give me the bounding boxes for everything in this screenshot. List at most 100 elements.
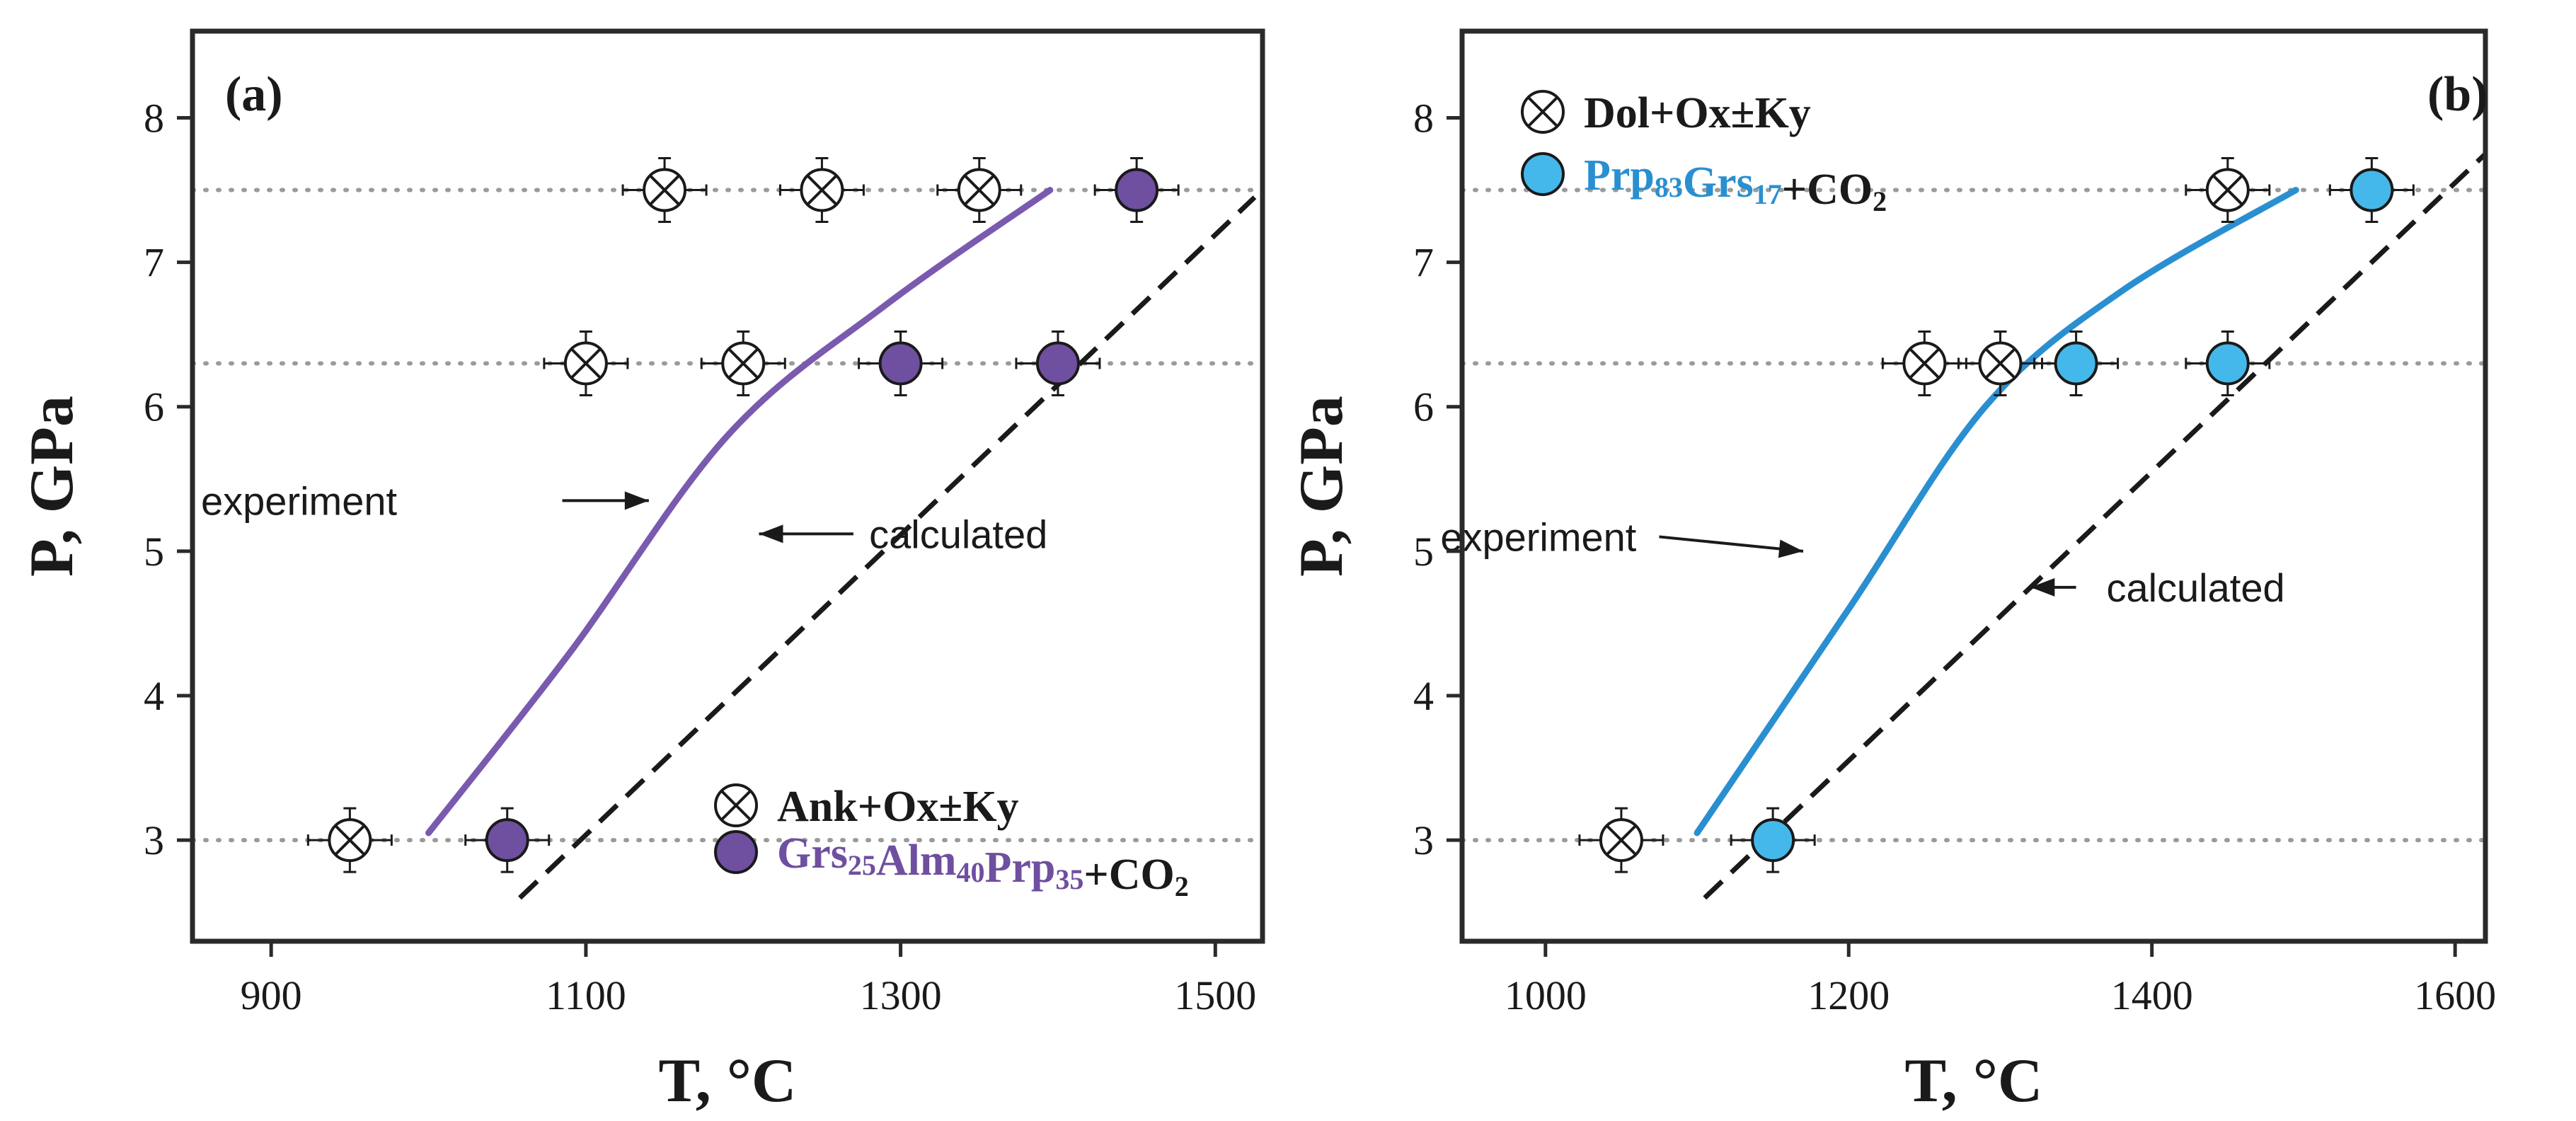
legend-text-part: Alm xyxy=(876,837,957,885)
experiment-line xyxy=(1694,187,2299,837)
marker-cross xyxy=(334,824,366,856)
legend-subscript: 35 xyxy=(1055,863,1083,895)
x-tick-label: 1500 xyxy=(1174,972,1256,1018)
marker-cross xyxy=(1527,96,1558,127)
legend-label: Grs25Alm40Prp35+CO2 xyxy=(777,829,1189,902)
annotation-calculated: calculated xyxy=(869,512,1047,556)
data-point-crossed xyxy=(643,168,687,212)
legend-marker-filled xyxy=(714,830,758,874)
data-point-filled xyxy=(878,341,923,386)
legend-text-part: Grs xyxy=(1683,159,1754,207)
data-point-filled xyxy=(1751,818,1795,863)
legend-label: Dol+Ox±Ky xyxy=(1584,89,1811,137)
data-point-filled xyxy=(485,818,529,863)
y-tick-label: 8 xyxy=(144,95,164,141)
y-tick-label: 6 xyxy=(1413,384,1434,430)
data-point-filled xyxy=(1115,168,1159,212)
marker-cross xyxy=(1909,347,1940,379)
legend-label: Prp83Grs17+CO2 xyxy=(1584,151,1887,217)
legend-subscript: 25 xyxy=(848,849,876,881)
legend-text-part: Ank+Ox±Ky xyxy=(777,783,1019,831)
legend-text-part: Grs xyxy=(777,829,848,878)
annotation-arrow xyxy=(1659,535,1804,553)
y-tick-label: 3 xyxy=(144,817,164,863)
legend-text-part: Prp xyxy=(985,844,1056,892)
x-tick-label: 1300 xyxy=(860,972,942,1018)
legend-subscript: 40 xyxy=(957,856,985,888)
marker-cross xyxy=(963,174,995,206)
x-tick-label: 1100 xyxy=(546,972,626,1018)
legend-text-part: Prp xyxy=(1584,151,1655,200)
y-tick-label: 7 xyxy=(1413,240,1434,286)
y-tick-label: 7 xyxy=(144,240,164,286)
legend-label: Ank+Ox±Ky xyxy=(777,783,1019,831)
y-axis-title: P, GPa xyxy=(1287,396,1356,577)
marker-cross xyxy=(2212,174,2243,206)
marker-cross xyxy=(1606,824,1637,856)
annotation-experiment: experiment xyxy=(1440,514,1636,559)
y-tick-label: 8 xyxy=(1413,95,1434,141)
y-tick-label: 5 xyxy=(144,529,164,575)
panel-label: (a) xyxy=(225,67,283,122)
data-point-crossed xyxy=(328,818,372,863)
legend-text-part: +CO xyxy=(1782,166,1873,214)
marker-cross xyxy=(728,347,759,379)
legend-subscript: 2 xyxy=(1873,185,1887,217)
data-point-crossed xyxy=(1599,818,1643,863)
y-tick-label: 4 xyxy=(1413,673,1434,719)
experiment-line xyxy=(425,187,1054,837)
y-axis-title: P, GPa xyxy=(18,396,86,577)
plot-frame xyxy=(190,28,1265,944)
data-point-filled xyxy=(2054,341,2098,386)
panel-a: experiment calculated 900 1100 1300 1500 3 4 5 6 7… xyxy=(18,28,1265,1115)
annotation-arrowhead xyxy=(1778,539,1803,558)
annotation-arrowhead xyxy=(624,491,649,510)
x-tick-label: 900 xyxy=(241,972,302,1018)
x-axis-title: T, °C xyxy=(1905,1047,2043,1115)
annotation-experiment: experiment xyxy=(201,478,397,523)
legend-marker-filled xyxy=(1521,152,1565,196)
data-point-crossed xyxy=(1902,341,1947,386)
marker-cross xyxy=(1984,347,2016,379)
data-point-filled xyxy=(2205,341,2250,386)
x-tick-label: 1400 xyxy=(2111,972,2193,1018)
marker-cross xyxy=(649,174,680,206)
panel-b: experiment calculated 1000 1200 1400 1600 3 4 5 6… xyxy=(1287,28,2496,1115)
data-point-crossed xyxy=(2205,168,2250,212)
marker-cross xyxy=(720,790,752,821)
legend-marker-crossed xyxy=(714,783,758,827)
legend-text-part: Dol+Ox±Ky xyxy=(1584,89,1811,137)
x-tick-label: 1200 xyxy=(1807,972,1890,1018)
annotation-arrowhead xyxy=(759,524,783,544)
plot-frame xyxy=(1459,28,2488,944)
data-point-crossed xyxy=(721,341,766,386)
legend-subscript: 2 xyxy=(1175,870,1189,902)
calculated-line xyxy=(1703,151,2488,900)
legend-text-part: +CO xyxy=(1083,851,1174,899)
data-point-crossed xyxy=(800,168,844,212)
y-tick-label: 3 xyxy=(1413,817,1434,863)
legend-subscript: 17 xyxy=(1754,178,1782,210)
y-tick-label: 4 xyxy=(144,673,164,719)
legend: Dol+Ox±Ky Prp83Grs17+CO2 xyxy=(1521,89,1887,217)
legend-subscript: 83 xyxy=(1655,171,1683,203)
data-point-filled xyxy=(2350,168,2394,212)
annotation-arrowhead xyxy=(2030,577,2055,597)
x-tick-label: 1000 xyxy=(1505,972,1587,1018)
panel-label: (b) xyxy=(2427,67,2488,122)
marker-cross xyxy=(570,347,602,379)
y-tick-label: 5 xyxy=(1413,529,1434,575)
data-point-crossed xyxy=(1978,341,2023,386)
data-point-filled xyxy=(1035,341,1080,386)
calculated-line xyxy=(518,195,1257,900)
data-point-crossed xyxy=(957,168,1001,212)
annotation-calculated: calculated xyxy=(2106,565,2284,610)
y-tick-label: 6 xyxy=(144,384,164,430)
x-axis-title: T, °C xyxy=(659,1047,797,1115)
x-tick-label: 1600 xyxy=(2414,972,2496,1018)
data-point-crossed xyxy=(563,341,608,386)
marker-cross xyxy=(806,174,838,206)
legend-marker-crossed xyxy=(1521,90,1565,134)
